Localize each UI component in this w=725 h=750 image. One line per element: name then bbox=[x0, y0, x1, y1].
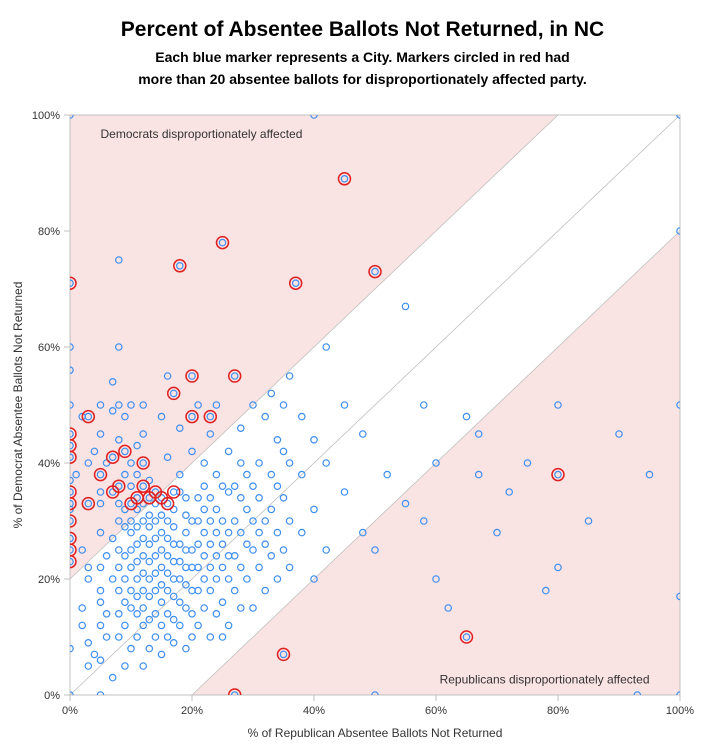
region-label-rep: Republicans disproportionately affected bbox=[440, 672, 650, 686]
scatter-chart: 0% 20% 40% 60% 80% 100% 0% 20% 40% 60% 80% 100% Demo… bbox=[0, 0, 725, 750]
chart-subtitle-1: Each blue marker represents a City. Mark… bbox=[155, 49, 569, 65]
y-tick-label: 40% bbox=[38, 458, 60, 470]
x-tick-label: 80% bbox=[547, 705, 569, 717]
x-tick-label: 40% bbox=[303, 705, 325, 717]
y-tick-label: 60% bbox=[38, 342, 60, 354]
x-tick-label: 100% bbox=[666, 705, 694, 717]
region-label-dem: Democrats disproportionately affected bbox=[101, 127, 303, 141]
x-axis-label: % of Republican Absentee Ballots Not Ret… bbox=[248, 726, 503, 740]
x-tick-label: 0% bbox=[62, 705, 78, 717]
chart-title: Percent of Absentee Ballots Not Returned… bbox=[121, 18, 604, 41]
y-tick-label: 80% bbox=[38, 226, 60, 238]
chart-subtitle-2: more than 20 absentee ballots for dispro… bbox=[138, 71, 587, 87]
y-tick-label: 100% bbox=[32, 110, 60, 122]
y-tick-label: 0% bbox=[44, 690, 60, 702]
x-tick-label: 60% bbox=[425, 705, 447, 717]
chart-container: 0% 20% 40% 60% 80% 100% 0% 20% 40% 60% 80% 100% Demo… bbox=[0, 0, 725, 750]
y-tick-label: 20% bbox=[38, 574, 60, 586]
y-axis-label: % of Democrat Absentee Ballots Not Retur… bbox=[11, 282, 25, 529]
x-tick-label: 20% bbox=[181, 705, 203, 717]
